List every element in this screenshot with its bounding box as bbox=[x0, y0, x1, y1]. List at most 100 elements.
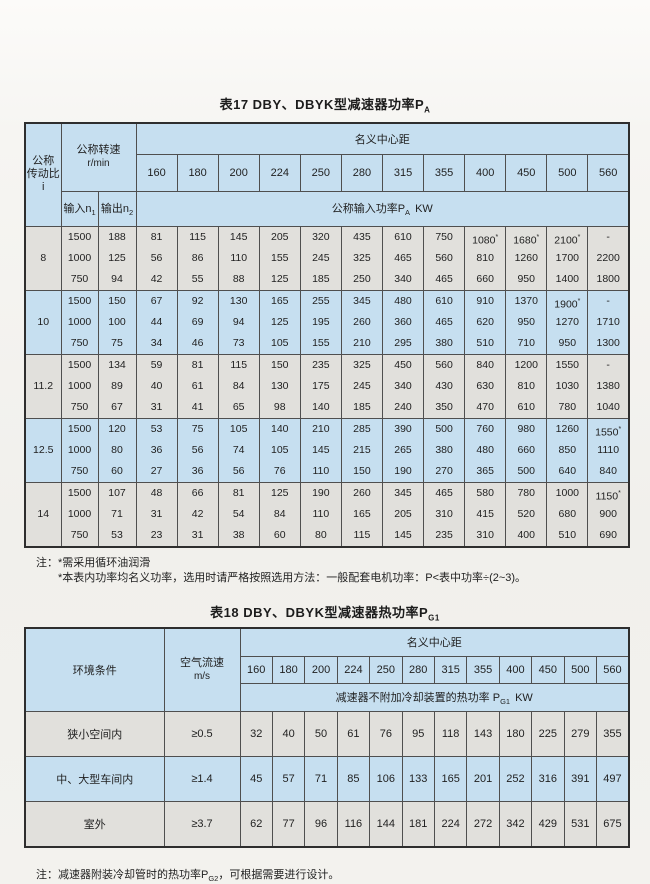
stack-value: 480 bbox=[394, 294, 412, 307]
stack-value: 610 bbox=[394, 230, 412, 243]
power-cell: 560 430 350 bbox=[423, 353, 466, 419]
stack-value: 465 bbox=[435, 486, 453, 499]
thermal-power-cell: 279 bbox=[563, 711, 597, 757]
stack-value: 810 bbox=[517, 379, 535, 392]
stack-value: 65 bbox=[232, 400, 245, 413]
stack-value: 145 bbox=[312, 443, 330, 456]
speed-label: 公称转速 bbox=[76, 144, 121, 157]
stack-value: 190 bbox=[394, 464, 412, 477]
power-cell: 610 465 380 bbox=[423, 289, 466, 355]
environment-row-1: 狭小空间内 ≥0.5 32 40 50 61 76 95 118 143 180 225 279 355 bbox=[24, 711, 630, 757]
power-cell: 81 56 42 bbox=[135, 225, 178, 291]
stack-value: 56 bbox=[191, 443, 204, 456]
stack-value: 1500 bbox=[67, 358, 92, 371]
thermal-power-cell: 133 bbox=[401, 756, 435, 802]
stack-value: 500 bbox=[435, 422, 453, 435]
table17-distance-values-row: 160 180 200 224 250 280 315 355 400 450 500 560 bbox=[25, 153, 630, 192]
stack-value: 780 bbox=[558, 400, 577, 413]
stack-value: 780 bbox=[517, 486, 535, 499]
thermal-power-cell: 85 bbox=[336, 756, 371, 802]
stack-value: 340 bbox=[394, 379, 412, 392]
t17-distance-200: 200 bbox=[217, 153, 260, 192]
t17-distance-450: 450 bbox=[505, 153, 548, 192]
stack-value: 42 bbox=[150, 272, 163, 285]
stack-value: 165 bbox=[271, 294, 289, 307]
stack-value: 1000 bbox=[67, 315, 92, 328]
stack-value: 110 bbox=[312, 507, 330, 520]
stack-value: 430 bbox=[435, 379, 453, 392]
stack-value: 250 bbox=[353, 272, 371, 285]
stack-value: 140 bbox=[312, 400, 330, 413]
note-text-2: *本表内功率均名义功率，选用时请严格按照选用方法：一般配套电机功率：P<表中功率… bbox=[58, 571, 527, 584]
stack-value: 98 bbox=[273, 400, 286, 413]
stack-value: 185 bbox=[353, 400, 371, 413]
power-cell: - 2200 1800 bbox=[587, 225, 630, 291]
stack-value: 40 bbox=[150, 379, 163, 392]
stack-value: 1300 bbox=[596, 336, 620, 349]
stack-value: 81 bbox=[191, 358, 204, 371]
stack-value: 60 bbox=[273, 528, 286, 541]
power-cell: 1260 850 640 bbox=[546, 417, 589, 483]
thermal-power-cell: 201 bbox=[466, 756, 500, 802]
stack-value: 520 bbox=[517, 507, 535, 520]
stack-value: 80 bbox=[315, 528, 327, 541]
table18-environment-header: 环境条件 bbox=[24, 627, 165, 712]
t17-distance-250: 250 bbox=[299, 153, 342, 192]
stack-value: 86 bbox=[191, 251, 204, 264]
stack-value: 145 bbox=[229, 230, 248, 243]
stack-value: 185 bbox=[312, 272, 330, 285]
power-cell: 1080* 810 660 bbox=[464, 225, 507, 291]
table18-thermal-power-table: 环境条件 空气流速 m/s 名义中心距 160 180 200 224 250 280 31… bbox=[24, 626, 630, 848]
stack-value: 1550* bbox=[595, 425, 622, 439]
stack-value: 465 bbox=[435, 272, 453, 285]
table17-header-row-1: 公称 传动比i 公称转速 r/min 名义中心距 bbox=[24, 122, 630, 227]
stack-value: 910 bbox=[476, 294, 494, 307]
power-cell: 105 74 56 bbox=[217, 417, 260, 483]
t18-distance-280: 280 bbox=[401, 656, 435, 684]
note-prefix: 注： bbox=[36, 556, 58, 569]
stack-value: 1080* bbox=[472, 233, 499, 247]
circulating-oil-marker: * bbox=[536, 233, 540, 241]
stack-value: 69 bbox=[191, 315, 204, 328]
table18-title-subscript: G1 bbox=[428, 613, 440, 623]
stack-value: 205 bbox=[271, 230, 289, 243]
table18-title-text: 表18 DBY、DBYK型减速器热功率P bbox=[210, 604, 429, 620]
stack-value: 760 bbox=[476, 422, 494, 435]
stack-value: 100 bbox=[108, 315, 126, 328]
stack-value: 295 bbox=[394, 336, 412, 349]
stack-value: 1030 bbox=[555, 379, 579, 392]
power-cell: - 1380 1040 bbox=[587, 353, 630, 419]
t17-distance-224: 224 bbox=[258, 153, 301, 192]
ratio-value: 11.2 bbox=[24, 353, 62, 419]
stack-value: 27 bbox=[150, 464, 163, 477]
stack-value: 480 bbox=[476, 443, 494, 456]
power-cell: 325 245 185 bbox=[340, 353, 383, 419]
thermal-power-cell: 144 bbox=[369, 801, 403, 847]
stack-value: 690 bbox=[599, 528, 617, 541]
ratio-group-12.5: 12.5 1500 1000 750 120 80 60 53 36 27 75 56 36 105 74 5… bbox=[24, 417, 630, 483]
stack-value: 84 bbox=[232, 379, 245, 392]
stack-value: 1000 bbox=[67, 251, 92, 264]
stack-value: 500 bbox=[517, 464, 535, 477]
stack-value: 125 bbox=[271, 272, 289, 285]
stack-value: 155 bbox=[271, 251, 289, 264]
stack-value: 105 bbox=[271, 443, 289, 456]
stack-value: 350 bbox=[435, 400, 453, 413]
power-cell: 2100* 1700 1400 bbox=[546, 225, 589, 291]
stack-value: 134 bbox=[108, 358, 126, 371]
t17-distance-355: 355 bbox=[423, 153, 466, 192]
stack-value: 450 bbox=[394, 358, 412, 371]
stack-value: 510 bbox=[558, 528, 577, 541]
thermal-power-cell: 497 bbox=[595, 756, 630, 802]
power-cell: 81 54 38 bbox=[217, 481, 260, 547]
airflow-unit: m/s bbox=[193, 670, 211, 682]
stack-value: 94 bbox=[232, 315, 245, 328]
stack-value: 325 bbox=[353, 358, 371, 371]
ratio-value: 14 bbox=[24, 481, 62, 547]
stack-value: 80 bbox=[111, 443, 123, 456]
power-cell: 580 415 310 bbox=[464, 481, 507, 547]
stack-value: 110 bbox=[230, 251, 248, 264]
input-speed-cell: 1500 1000 750 bbox=[60, 225, 99, 291]
stack-value: 115 bbox=[353, 528, 371, 541]
